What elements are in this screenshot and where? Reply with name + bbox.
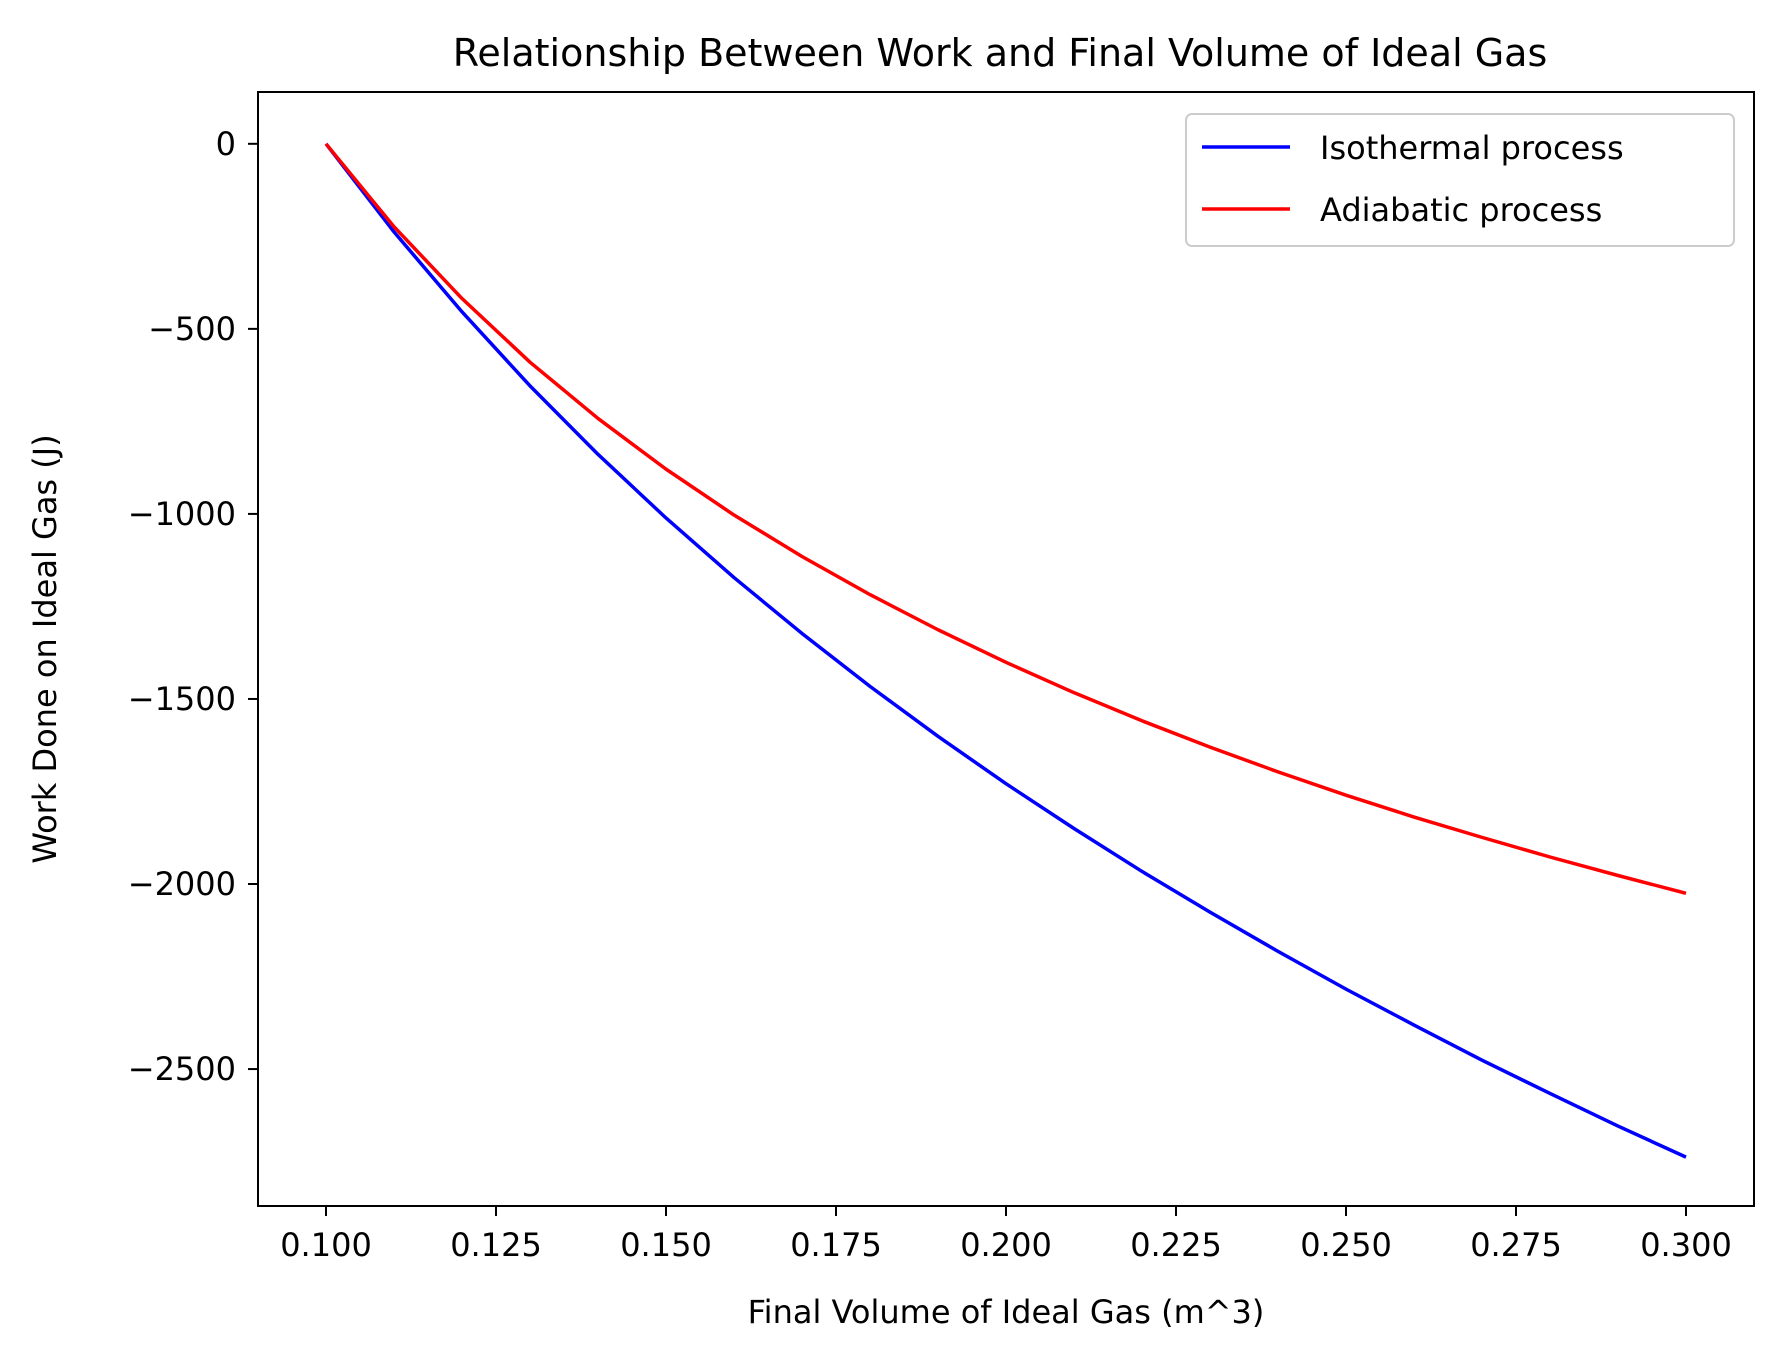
x-tick-label: 0.100 xyxy=(280,1226,372,1264)
legend-label-adiabatic: Adiabatic process xyxy=(1320,191,1602,229)
legend-label-isothermal: Isothermal process xyxy=(1320,129,1624,167)
x-tick-label: 0.125 xyxy=(450,1226,542,1264)
y-tick-label: −1000 xyxy=(128,495,236,533)
y-tick-label: −2000 xyxy=(128,865,236,903)
y-tick-label: −1500 xyxy=(128,680,236,718)
y-axis-ticks: 0 −500 −1000 −1500 −2000 −2500 xyxy=(128,125,258,1088)
x-axis-label: Final Volume of Ideal Gas (m^3) xyxy=(748,1293,1265,1331)
plot-frame xyxy=(257,91,1755,1207)
series-line-isothermal xyxy=(324,142,1687,1159)
plot-area xyxy=(324,142,1687,1159)
y-axis-label: Work Done on Ideal Gas (J) xyxy=(26,434,64,863)
x-tick-label: 0.300 xyxy=(1640,1226,1732,1264)
y-tick-label: −500 xyxy=(148,310,236,348)
x-axis-ticks: 0.100 0.125 0.150 0.175 0.200 0.225 0.250 0.275… xyxy=(280,1206,1732,1264)
x-tick-label: 0.175 xyxy=(790,1226,882,1264)
x-tick-label: 0.250 xyxy=(1300,1226,1392,1264)
y-tick-label: 0 xyxy=(216,125,236,163)
y-tick-label: −2500 xyxy=(128,1050,236,1088)
series-line-adiabatic xyxy=(324,142,1687,895)
legend: Isothermal process Adiabatic process xyxy=(1185,113,1735,247)
legend-frame xyxy=(1185,113,1735,247)
x-tick-label: 0.150 xyxy=(620,1226,712,1264)
x-tick-label: 0.225 xyxy=(1130,1226,1222,1264)
x-tick-label: 0.200 xyxy=(960,1226,1052,1264)
chart-title: Relationship Between Work and Final Volu… xyxy=(453,31,1548,75)
x-tick-label: 0.275 xyxy=(1470,1226,1562,1264)
